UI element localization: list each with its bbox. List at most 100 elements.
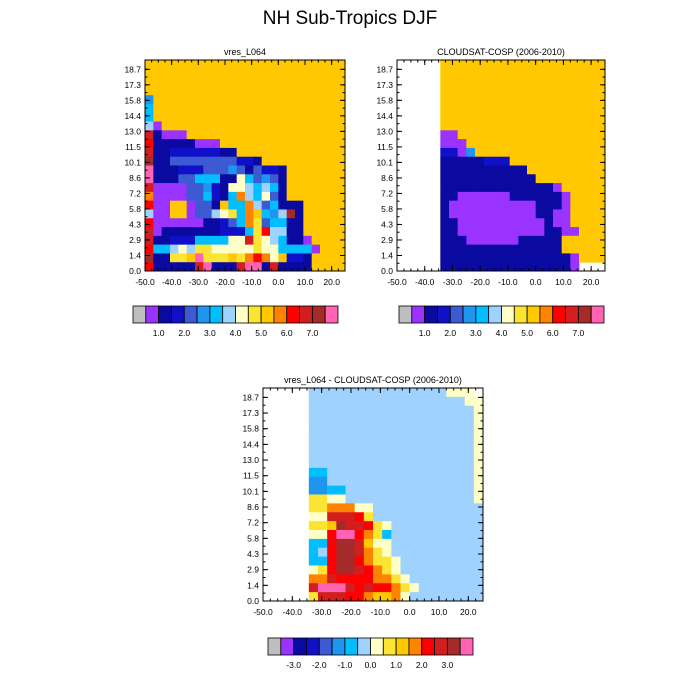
vres-l064-cell: [328, 244, 338, 254]
cloudsat-cosp-cell: [449, 68, 459, 78]
cloudsat-cosp-cell: [466, 191, 476, 202]
cloudsat-cosp-cell: [509, 262, 519, 272]
difference-cell: [400, 441, 411, 451]
difference-cell: [409, 459, 420, 469]
vres-l064-cell: [178, 103, 188, 114]
cloudsat-cosp-cell: [587, 77, 597, 87]
vres-l064-cell: [336, 165, 346, 175]
cloudsat-cosp-cell: [535, 156, 545, 166]
vres-l064-cell: [320, 147, 329, 158]
difference-cell: [345, 476, 356, 487]
difference-cell: [455, 459, 466, 469]
vres-l064-cell: [253, 103, 263, 114]
cloudsat-cosp-cell: [440, 209, 450, 219]
vres-l064-cell: [320, 227, 329, 237]
vres-l064-cell: [178, 130, 188, 140]
vres-l064-colorbar-label: 4.0: [230, 328, 242, 338]
difference-cell: [455, 547, 466, 558]
difference-colorbar-swatch: [395, 637, 410, 656]
vres-l064-cell: [153, 165, 163, 175]
difference-cell: [308, 592, 319, 602]
difference-cell: [373, 450, 383, 460]
cloudsat-cosp-cell: [579, 209, 589, 219]
difference-cell: [455, 432, 466, 442]
vres-l064-cell: [328, 227, 338, 237]
vres-l064-cell: [336, 183, 346, 193]
difference-cell: [327, 530, 337, 540]
cloudsat-cosp-cell: [587, 121, 597, 131]
difference-cell: [382, 538, 392, 549]
difference-cell: [455, 467, 466, 478]
cloudsat-cosp-cell: [544, 112, 554, 122]
vres-l064-cell: [320, 218, 329, 228]
vres-l064-x-tick-label: -30.0: [189, 277, 209, 287]
difference-cell: [464, 450, 475, 460]
cloudsat-cosp-cell: [483, 86, 493, 96]
vres-l064-cell: [186, 191, 196, 202]
cloudsat-cosp-colorbar-swatch: [411, 305, 426, 324]
vres-l064-cell: [228, 139, 238, 149]
cloudsat-cosp-cell: [475, 253, 485, 263]
vres-l064-cell: [311, 209, 321, 219]
difference-cell: [363, 530, 374, 540]
difference-cell: [382, 494, 392, 504]
difference-cell: [464, 503, 475, 513]
vres-l064-cell: [336, 86, 346, 96]
difference-cell: [400, 485, 411, 495]
vres-l064-cell: [270, 95, 279, 105]
vres-l064-cell: [261, 174, 271, 184]
difference-cell: [446, 423, 456, 433]
difference-cell: [428, 450, 438, 460]
cloudsat-cosp-cell: [466, 86, 476, 96]
difference-cell: [363, 592, 374, 602]
vres-l064-cell: [211, 121, 221, 131]
vres-l064-cell: [186, 86, 196, 96]
vres-l064-cell: [278, 147, 288, 158]
vres-l064-cell: [245, 95, 254, 105]
difference-cell: [418, 423, 429, 433]
vres-l064-colorbar-label: 3.0: [204, 328, 216, 338]
cloudsat-cosp-cell: [570, 200, 580, 210]
vres-l064-cell: [295, 191, 304, 202]
cloudsat-cosp-cell: [527, 218, 537, 228]
difference-cell: [391, 592, 401, 602]
vres-l064-cell: [328, 121, 338, 131]
vres-l064-cell: [145, 262, 154, 272]
vres-l064-cell: [303, 103, 313, 114]
cloudsat-cosp-cell: [561, 183, 571, 193]
difference-cell: [400, 467, 411, 478]
vres-l064-colorbar-label: 7.0: [306, 328, 318, 338]
cloudsat-cosp-cell: [579, 77, 589, 87]
cloudsat-cosp-cell: [544, 218, 554, 228]
cloudsat-cosp-cell: [579, 244, 589, 254]
cloudsat-cosp-cell: [553, 235, 563, 246]
difference-cell: [382, 530, 392, 540]
vres-l064-cell: [328, 165, 338, 175]
cloudsat-cosp-cell: [501, 191, 511, 202]
cloudsat-cosp-cell: [553, 77, 563, 87]
vres-l064-cell: [278, 244, 288, 254]
cloudsat-cosp-cell: [535, 86, 545, 96]
vres-l064-cell: [286, 209, 296, 219]
cloudsat-cosp-y-tick-label: 7.2: [381, 188, 393, 198]
vres-l064-cell: [261, 95, 271, 105]
difference-cell: [382, 432, 392, 442]
difference-cell: [391, 414, 401, 424]
vres-l064-cell: [295, 253, 304, 263]
chart-vres-L064: vres_L064-50.0 -40.0 -30.0 -20.0 -10.0 0.0 10.…: [124, 47, 346, 338]
vres-l064-cell: [211, 112, 221, 122]
difference-cell: [473, 414, 484, 424]
difference-cell: [400, 538, 411, 549]
vres-l064-cell: [320, 183, 329, 193]
cloudsat-cosp-cell: [596, 147, 606, 158]
vres-l064-cell: [195, 68, 204, 78]
vres-l064-cell: [186, 183, 196, 193]
vres-l064-cell: [328, 183, 338, 193]
cloudsat-cosp-cell: [544, 86, 554, 96]
difference-cell: [400, 476, 411, 487]
cloudsat-cosp-cell: [509, 253, 519, 263]
difference-cell: [418, 432, 429, 442]
cloudsat-cosp-cell: [449, 209, 459, 219]
cloudsat-cosp-cell: [553, 165, 563, 175]
difference-cell: [473, 423, 484, 433]
